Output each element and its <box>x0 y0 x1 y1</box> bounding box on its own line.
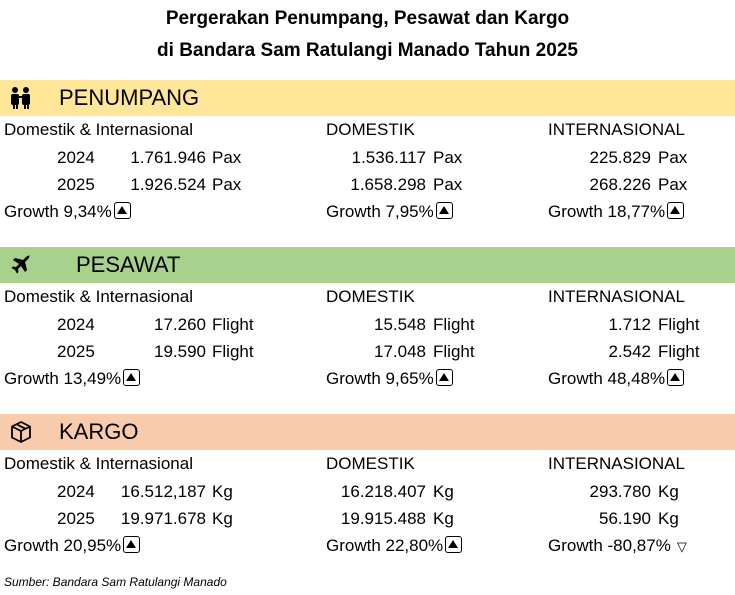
growth-row: Growth 7,95% <box>326 202 453 222</box>
year-label: 2025 <box>57 509 95 528</box>
value-v2025: 268.226 <box>589 175 651 194</box>
section-title-penumpang: PENUMPANG <box>59 85 200 110</box>
unit-label: Kg <box>433 509 454 528</box>
unit-label: Kg <box>658 482 679 501</box>
unit-label: Pax <box>433 175 463 194</box>
value-v2024: 16.512,187 <box>120 482 206 501</box>
value-v2025: 1.926.524 <box>130 175 206 194</box>
growth-text: Growth 7,95% <box>326 202 434 221</box>
airplane-icon <box>8 253 34 277</box>
up-triangle-icon <box>667 202 685 219</box>
column-header: INTERNASIONAL <box>548 287 685 306</box>
up-triangle-icon <box>435 202 453 219</box>
growth-text: Growth 18,77% <box>548 202 666 221</box>
up-triangle-icon <box>123 369 141 386</box>
growth-row: Growth -80,87% ▽ <box>548 536 687 557</box>
value-v2024: 16.218.407 <box>340 482 426 501</box>
unit-label: Kg <box>658 509 679 528</box>
package-icon <box>8 420 34 444</box>
unit-label: Kg <box>212 482 233 501</box>
section-header-kargo: KARGO <box>0 414 735 450</box>
section-title-kargo: KARGO <box>59 419 139 444</box>
growth-text: Growth 13,49% <box>4 369 122 388</box>
growth-text: Growth 22,80% <box>326 536 444 555</box>
section-header-penumpang: PENUMPANG <box>0 80 735 116</box>
value-v2025: 19.971.678 <box>120 509 206 528</box>
up-triangle-icon <box>445 536 463 553</box>
value-v2024: 293.780 <box>589 482 651 501</box>
growth-row: Growth 9,65% <box>326 369 453 389</box>
column-header: DOMESTIK <box>326 454 415 473</box>
unit-label: Kg <box>433 482 454 501</box>
unit-label: Flight <box>433 315 475 334</box>
up-triangle-icon <box>667 369 685 386</box>
value-v2025: 56.190 <box>599 509 651 528</box>
down-triangle-icon: ▽ <box>676 539 687 554</box>
growth-row: Growth 22,80% <box>326 536 463 556</box>
column-header: INTERNASIONAL <box>548 120 685 139</box>
growth-row: Growth 18,77% <box>548 202 685 222</box>
value-v2024: 1.712 <box>608 315 651 334</box>
section-header-pesawat: PESAWAT <box>0 247 735 283</box>
unit-label: Flight <box>433 342 475 361</box>
growth-text: Growth 20,95% <box>4 536 122 555</box>
value-v2024: 1.761.946 <box>130 148 206 167</box>
column-header: INTERNASIONAL <box>548 454 685 473</box>
unit-label: Flight <box>212 315 254 334</box>
source-note: Sumber: Bandara Sam Ratulangi Manado <box>4 575 227 589</box>
year-label: 2025 <box>57 175 95 194</box>
year-label: 2024 <box>57 482 95 501</box>
column-header: DOMESTIK <box>326 287 415 306</box>
unit-label: Pax <box>658 148 688 167</box>
growth-row: Growth 9,34% <box>4 202 131 222</box>
unit-label: Pax <box>658 175 688 194</box>
unit-label: Pax <box>212 175 242 194</box>
value-v2024: 1.536.117 <box>351 148 426 167</box>
column-header: DOMESTIK <box>326 120 415 139</box>
up-triangle-icon <box>123 536 141 553</box>
year-label: 2024 <box>57 315 95 334</box>
year-label: 2025 <box>57 342 95 361</box>
title-line-2: di Bandara Sam Ratulangi Manado Tahun 20… <box>157 40 578 61</box>
value-v2024: 15.548 <box>374 315 426 334</box>
growth-row: Growth 20,95% <box>4 536 141 556</box>
value-v2024: 225.829 <box>589 148 651 167</box>
column-header: Domestik & Internasional <box>4 454 193 473</box>
value-v2025: 19.915.488 <box>340 509 426 528</box>
value-v2025: 2.542 <box>608 342 651 361</box>
value-v2024: 17.260 <box>154 315 206 334</box>
value-v2025: 17.048 <box>374 342 426 361</box>
growth-row: Growth 48,48% <box>548 369 685 389</box>
column-header: Domestik & Internasional <box>4 120 193 139</box>
column-header: Domestik & Internasional <box>4 287 193 306</box>
up-triangle-icon <box>435 369 453 386</box>
up-triangle-icon <box>113 202 131 219</box>
growth-text: Growth 9,34% <box>4 202 112 221</box>
growth-text: Growth 48,48% <box>548 369 666 388</box>
value-v2025: 19.590 <box>154 342 206 361</box>
growth-text: Growth -80,87% <box>548 536 671 555</box>
unit-label: Kg <box>212 509 233 528</box>
growth-row: Growth 13,49% <box>4 369 141 389</box>
value-v2025: 1.658.298 <box>350 175 426 194</box>
unit-label: Pax <box>212 148 242 167</box>
people-icon <box>8 86 34 110</box>
section-title-pesawat: PESAWAT <box>76 252 181 277</box>
unit-label: Flight <box>658 315 700 334</box>
year-label: 2024 <box>57 148 95 167</box>
unit-label: Pax <box>433 148 463 167</box>
unit-label: Flight <box>658 342 700 361</box>
growth-text: Growth 9,65% <box>326 369 434 388</box>
unit-label: Flight <box>212 342 254 361</box>
title-line-1: Pergerakan Penumpang, Pesawat dan Kargo <box>165 8 570 29</box>
